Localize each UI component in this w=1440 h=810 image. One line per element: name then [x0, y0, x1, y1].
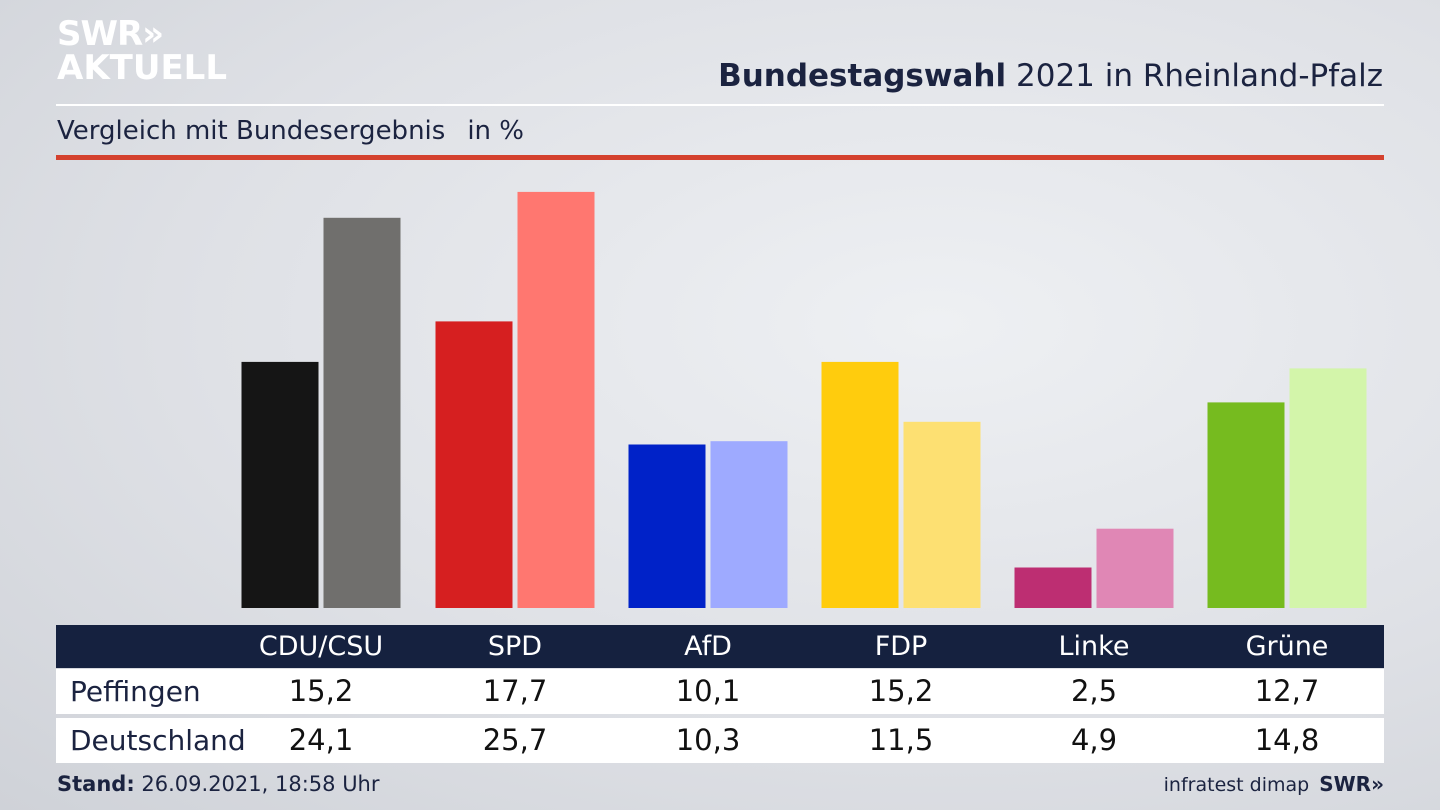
results-table: CDU/CSU SPD AfD FDP Linke Grüne Peffingen 15,2… — [56, 625, 1384, 763]
table-header-cell: FDP — [874, 631, 928, 662]
table-value-cell: 4,9 — [1070, 723, 1118, 757]
title-divider — [56, 104, 1384, 106]
table-header-row: CDU/CSU SPD AfD FDP Linke Grüne — [56, 625, 1384, 668]
logo-line-2: AKTUELL — [57, 48, 228, 88]
row-label: Peffingen — [70, 675, 201, 708]
subtitle-unit: in % — [467, 116, 524, 146]
source-credit: infratest dimap SWR» — [1164, 772, 1384, 796]
bar-linke-peffingen — [1014, 567, 1092, 608]
table-header-cell: Grüne — [1245, 631, 1329, 662]
table-header-cell: CDU/CSU — [258, 631, 384, 662]
table-value-cell: 17,7 — [482, 674, 548, 708]
source-text: infratest dimap — [1163, 774, 1310, 796]
table-header-cell: Linke — [1058, 631, 1130, 662]
table-value-cell: 12,7 — [1254, 674, 1320, 708]
row-label: Deutschland — [70, 724, 246, 757]
table-value-cell: 2,5 — [1070, 674, 1118, 708]
logo-line-1: SWR» — [57, 14, 164, 54]
timestamp-label: Stand: — [57, 772, 135, 796]
subtitle-text: Vergleich mit Bundesergebnis — [57, 116, 446, 146]
table-value-cell: 14,8 — [1254, 723, 1320, 757]
bar-spd-deutschland — [517, 191, 595, 608]
bar-cdu-csu-peffingen — [241, 361, 319, 608]
bar-cdu-csu-deutschland — [323, 217, 401, 609]
timestamp: Stand: 26.09.2021, 18:58 Uhr — [57, 772, 380, 796]
bar-fdp-peffingen — [821, 361, 899, 608]
chart-title-bold: Bundestagswahl — [718, 58, 1007, 94]
table-value-cell: 10,3 — [675, 723, 741, 757]
bar-spd-peffingen — [435, 321, 513, 608]
bar-afd-deutschland — [710, 441, 788, 608]
table-value-cell: 15,2 — [868, 674, 934, 708]
bar-afd-peffingen — [628, 444, 706, 608]
table-header-cell: AfD — [684, 631, 732, 662]
chart-title: Bundestagswahl 2021 in Rheinland-Pfalz — [718, 58, 1383, 94]
table-value-cell: 15,2 — [288, 674, 354, 708]
table-row-deutschland: Deutschland 24,1 25,7 10,3 11,5 4,9 14,8 — [56, 718, 1384, 763]
chart-subtitle: Vergleich mit Bundesergebnis in % — [57, 116, 524, 146]
table-row-peffingen: Peffingen 15,2 17,7 10,1 15,2 2,5 12,7 — [56, 669, 1384, 714]
swr-aktuell-logo: SWR» AKTUELL — [57, 17, 227, 85]
timestamp-value: 26.09.2021, 18:58 Uhr — [141, 772, 380, 796]
bar-linke-deutschland — [1096, 528, 1174, 608]
swr-brand-mark: SWR» — [1319, 772, 1384, 796]
bar-fdp-deutschland — [903, 421, 981, 608]
bar-gr-ne-deutschland — [1289, 368, 1367, 608]
table-value-cell: 25,7 — [482, 723, 548, 757]
chart-title-rest: 2021 in Rheinland-Pfalz — [1016, 58, 1383, 94]
table-value-cell: 11,5 — [868, 723, 934, 757]
table-value-cell: 24,1 — [288, 723, 354, 757]
table-header-cell: SPD — [487, 631, 543, 662]
bar-gr-ne-peffingen — [1207, 402, 1285, 608]
accent-divider — [56, 155, 1384, 160]
table-value-cell: 10,1 — [675, 674, 741, 708]
